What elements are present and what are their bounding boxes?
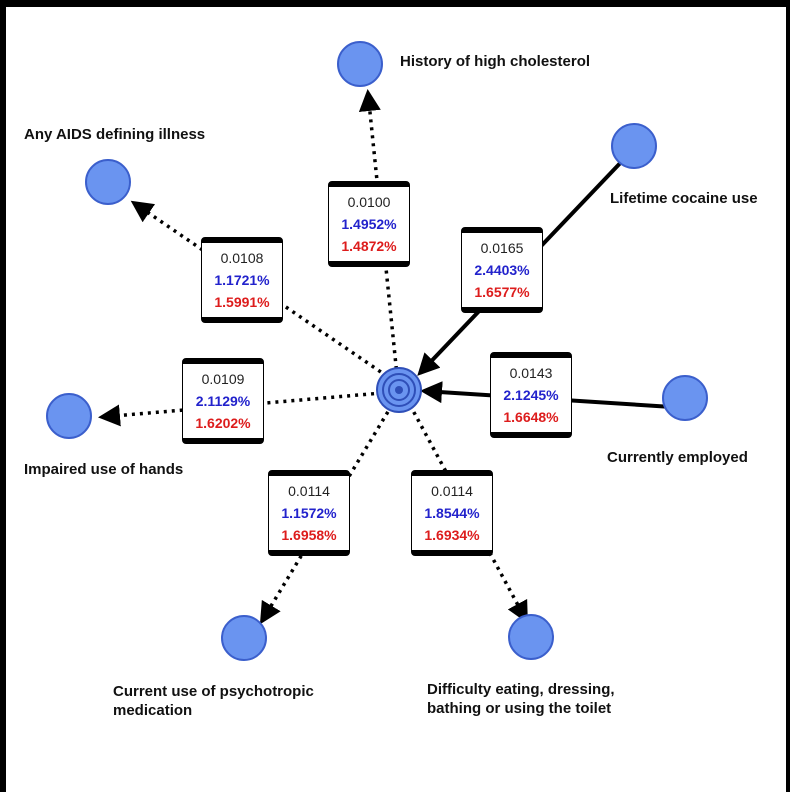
edge-weight: 0.0143: [509, 365, 553, 381]
edge-blue-percent: 1.1572%: [281, 505, 337, 521]
weight-box-cocaine: 0.0165 2.4403% 1.6577%: [461, 227, 543, 313]
label-psychotropic-line-2: medication: [113, 702, 193, 719]
edge-weight: 0.0108: [220, 250, 264, 266]
node-employed[interactable]: [662, 375, 708, 421]
weight-box-hands: 0.0109 2.1129% 1.6202%: [182, 358, 264, 444]
edge-blue-percent: 2.1245%: [503, 387, 559, 403]
edge-weight: 0.0100: [347, 194, 391, 210]
edge-red-percent: 1.5991%: [214, 294, 270, 310]
label-cocaine: Lifetime cocaine use: [610, 190, 758, 207]
edge-weight: 0.0165: [480, 240, 524, 256]
weight-box-cholesterol: 0.0100 1.4952% 1.4872%: [328, 181, 410, 267]
node-hands[interactable]: [46, 393, 92, 439]
node-psychotropic[interactable]: [221, 615, 267, 661]
node-aids[interactable]: [85, 159, 131, 205]
label-eating-line-2: bathing or using the toilet: [427, 700, 612, 717]
label-psychotropic: Current use of psychotropic medication: [113, 682, 314, 720]
edge-red-percent: 1.6202%: [195, 415, 251, 431]
node-cholesterol[interactable]: [337, 41, 383, 87]
node-cocaine[interactable]: [611, 123, 657, 169]
node-eating[interactable]: [508, 614, 554, 660]
concentric-target-icon: [376, 367, 422, 413]
edge-weight: 0.0114: [288, 483, 330, 499]
edge-blue-percent: 2.1129%: [195, 393, 251, 409]
edge-hands: [98, 391, 383, 427]
label-aids: Any AIDS defining illness: [24, 126, 206, 143]
edge-blue-percent: 1.1721%: [214, 272, 270, 288]
label-eating: Difficulty eating, dressing, bathing or …: [427, 680, 615, 718]
edge-blue-percent: 1.4952%: [341, 216, 397, 232]
label-employed: Currently employed: [607, 449, 748, 466]
label-eating-line-1: Difficulty eating, dressing,: [427, 681, 615, 698]
edge-red-percent: 1.4872%: [341, 238, 397, 254]
edge-blue-percent: 1.8544%: [424, 505, 480, 521]
edge-red-percent: 1.6958%: [281, 527, 337, 543]
label-psychotropic-line-1: Current use of psychotropic: [113, 683, 314, 700]
weight-box-employed: 0.0143 2.1245% 1.6648%: [490, 352, 572, 438]
edge-psychotropic: [259, 404, 394, 625]
edge-blue-percent: 2.4403%: [474, 262, 530, 278]
edge-weight: 0.0109: [201, 371, 245, 387]
edge-red-percent: 1.6577%: [474, 284, 530, 300]
weight-box-eating: 0.0114 1.8544% 1.6934%: [411, 470, 493, 556]
label-hands: Impaired use of hands: [24, 461, 184, 478]
edge-weight: 0.0114: [431, 483, 473, 499]
label-cholesterol: History of high cholesterol: [400, 53, 591, 70]
edge-red-percent: 1.6934%: [424, 527, 480, 543]
weight-box-aids: 0.0108 1.1721% 1.5991%: [201, 237, 283, 323]
edge-red-percent: 1.6648%: [503, 409, 559, 425]
weight-box-psychotropic: 0.0114 1.1572% 1.6958%: [268, 470, 350, 556]
